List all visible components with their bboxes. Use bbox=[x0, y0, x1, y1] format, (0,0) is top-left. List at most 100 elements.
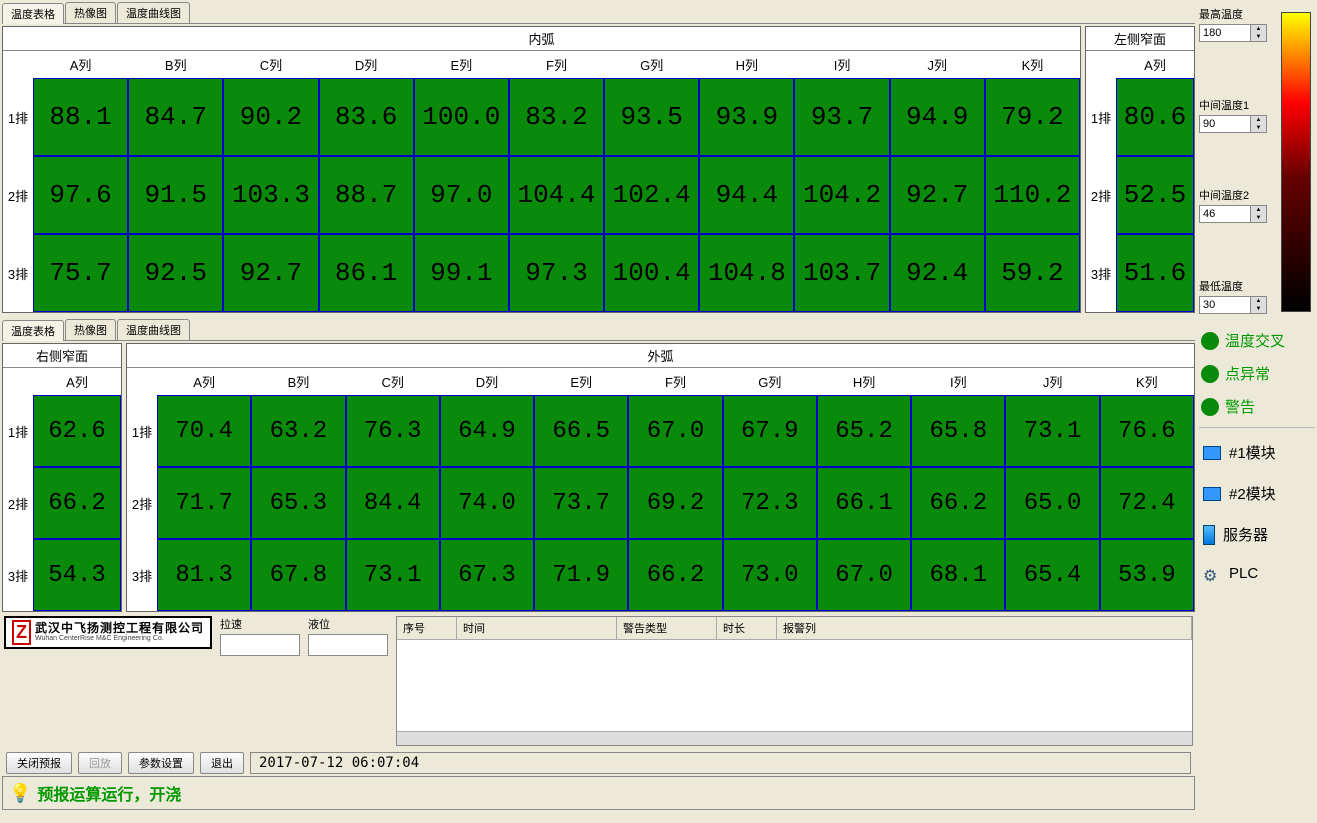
legend-cross-label: 温度交叉 bbox=[1225, 330, 1285, 351]
temp-cell: 54.3 bbox=[33, 539, 121, 611]
temp-cell: 66.2 bbox=[911, 467, 1005, 539]
col-header: C列 bbox=[223, 51, 318, 78]
temp-cell: 71.7 bbox=[157, 467, 251, 539]
module-2[interactable]: #2模块 bbox=[1199, 473, 1315, 514]
min-temp-label: 最低温度 bbox=[1199, 276, 1273, 296]
temp-cell: 97.0 bbox=[414, 156, 509, 234]
temp-cell: 67.0 bbox=[817, 539, 911, 611]
tab-temp-table-2[interactable]: 温度表格 bbox=[2, 320, 64, 341]
temp-cell: 92.5 bbox=[128, 234, 223, 312]
row-header: 2排 bbox=[3, 467, 33, 539]
temp-cell: 83.6 bbox=[319, 78, 414, 156]
temp-cell: 84.7 bbox=[128, 78, 223, 156]
temp-cell: 62.6 bbox=[33, 395, 121, 467]
col-header: E列 bbox=[534, 368, 628, 395]
temp-cell: 100.4 bbox=[604, 234, 699, 312]
col-header: D列 bbox=[440, 368, 534, 395]
status-bar: 💡 预报运算运行，开浇 bbox=[2, 776, 1195, 810]
col-header: A列 bbox=[33, 51, 128, 78]
col-header: E列 bbox=[414, 51, 509, 78]
row-header: 3排 bbox=[3, 234, 33, 312]
tab-temp-table[interactable]: 温度表格 bbox=[2, 3, 64, 24]
status-text: 预报运算运行，开浇 bbox=[37, 781, 181, 805]
server-item[interactable]: 服务器 bbox=[1199, 514, 1315, 555]
tab-curve-2[interactable]: 温度曲线图 bbox=[117, 319, 190, 340]
row-header: 2排 bbox=[3, 156, 33, 234]
alarm-body[interactable] bbox=[397, 640, 1192, 731]
plc-item[interactable]: ⚙ PLC bbox=[1199, 555, 1315, 592]
temp-cell: 93.5 bbox=[604, 78, 699, 156]
tab-thermal[interactable]: 热像图 bbox=[65, 2, 116, 23]
mid1-temp-spinner[interactable]: ▲▼ bbox=[1199, 115, 1267, 133]
temp-cell: 84.4 bbox=[346, 467, 440, 539]
legend-abn-label: 点异常 bbox=[1225, 363, 1270, 384]
temp-cell: 65.2 bbox=[817, 395, 911, 467]
temp-cell: 100.0 bbox=[414, 78, 509, 156]
temp-cell: 88.1 bbox=[33, 78, 128, 156]
col-header: H列 bbox=[699, 51, 794, 78]
temp-cell: 66.1 bbox=[817, 467, 911, 539]
temp-cell: 69.2 bbox=[628, 467, 722, 539]
temp-cell: 94.4 bbox=[699, 156, 794, 234]
temp-cell: 97.6 bbox=[33, 156, 128, 234]
temp-cell: 80.6 bbox=[1116, 78, 1194, 156]
min-temp-input[interactable] bbox=[1200, 297, 1250, 313]
grid-title: 内弧 bbox=[3, 27, 1080, 51]
tab-thermal-2[interactable]: 热像图 bbox=[65, 319, 116, 340]
temp-cell: 52.5 bbox=[1116, 156, 1194, 234]
alarm-col-type: 警告类型 bbox=[617, 617, 717, 639]
row-header: 1排 bbox=[127, 395, 157, 467]
control-row: 关闭预报 回放 参数设置 退出 2017-07-12 06:07:04 bbox=[2, 750, 1195, 776]
legend-temp-cross: 温度交叉 bbox=[1199, 324, 1315, 357]
mid2-temp-input[interactable] bbox=[1200, 206, 1250, 222]
temp-cell: 53.9 bbox=[1100, 539, 1194, 611]
mid1-temp-input[interactable] bbox=[1200, 116, 1250, 132]
module-1[interactable]: #1模块 bbox=[1199, 432, 1315, 473]
monitor-icon bbox=[1203, 487, 1221, 501]
temp-cell: 65.4 bbox=[1005, 539, 1099, 611]
temp-cell: 110.2 bbox=[985, 156, 1080, 234]
temp-cell: 93.7 bbox=[794, 78, 889, 156]
temp-cell: 73.1 bbox=[346, 539, 440, 611]
col-header: D列 bbox=[319, 51, 414, 78]
col-header: J列 bbox=[1005, 368, 1099, 395]
tab-curve[interactable]: 温度曲线图 bbox=[117, 2, 190, 23]
temp-cell: 103.7 bbox=[794, 234, 889, 312]
alarm-scrollbar[interactable] bbox=[397, 731, 1192, 745]
max-temp-spinner[interactable]: ▲▼ bbox=[1199, 24, 1267, 42]
temp-cell: 74.0 bbox=[440, 467, 534, 539]
la-speed-input[interactable] bbox=[220, 634, 300, 656]
min-temp-spinner[interactable]: ▲▼ bbox=[1199, 296, 1267, 314]
temp-cell: 91.5 bbox=[128, 156, 223, 234]
temp-cell: 65.0 bbox=[1005, 467, 1099, 539]
top-tabset: 温度表格 热像图 温度曲线图 bbox=[2, 2, 1195, 24]
top-section: 内弧A列B列C列D列E列F列G列H列I列J列K列1排88.184.790.283… bbox=[2, 26, 1195, 313]
temp-cell: 75.7 bbox=[33, 234, 128, 312]
level-label: 液位 bbox=[308, 616, 388, 632]
level-input[interactable] bbox=[308, 634, 388, 656]
temp-cell: 86.1 bbox=[319, 234, 414, 312]
alarm-table: 序号 时间 警告类型 时长 报警列 bbox=[396, 616, 1193, 746]
server-icon bbox=[1203, 525, 1215, 545]
row-header: 3排 bbox=[3, 539, 33, 611]
mid2-temp-spinner[interactable]: ▲▼ bbox=[1199, 205, 1267, 223]
temp-cell: 92.7 bbox=[223, 234, 318, 312]
temp-cell: 73.0 bbox=[723, 539, 817, 611]
playback-button[interactable]: 回放 bbox=[78, 752, 122, 774]
temp-cell: 67.3 bbox=[440, 539, 534, 611]
max-temp-input[interactable] bbox=[1200, 25, 1250, 41]
col-header: C列 bbox=[346, 368, 440, 395]
exit-button[interactable]: 退出 bbox=[200, 752, 244, 774]
dot-icon bbox=[1201, 332, 1219, 350]
params-button[interactable]: 参数设置 bbox=[128, 752, 194, 774]
col-header: F列 bbox=[628, 368, 722, 395]
close-forecast-button[interactable]: 关闭预报 bbox=[6, 752, 72, 774]
col-header: A列 bbox=[157, 368, 251, 395]
temp-cell: 79.2 bbox=[985, 78, 1080, 156]
temp-cell: 104.2 bbox=[794, 156, 889, 234]
temp-cell: 59.2 bbox=[985, 234, 1080, 312]
plc-label: PLC bbox=[1229, 565, 1258, 582]
col-header: I列 bbox=[911, 368, 1005, 395]
temp-cell: 92.4 bbox=[890, 234, 985, 312]
temp-cell: 66.2 bbox=[628, 539, 722, 611]
